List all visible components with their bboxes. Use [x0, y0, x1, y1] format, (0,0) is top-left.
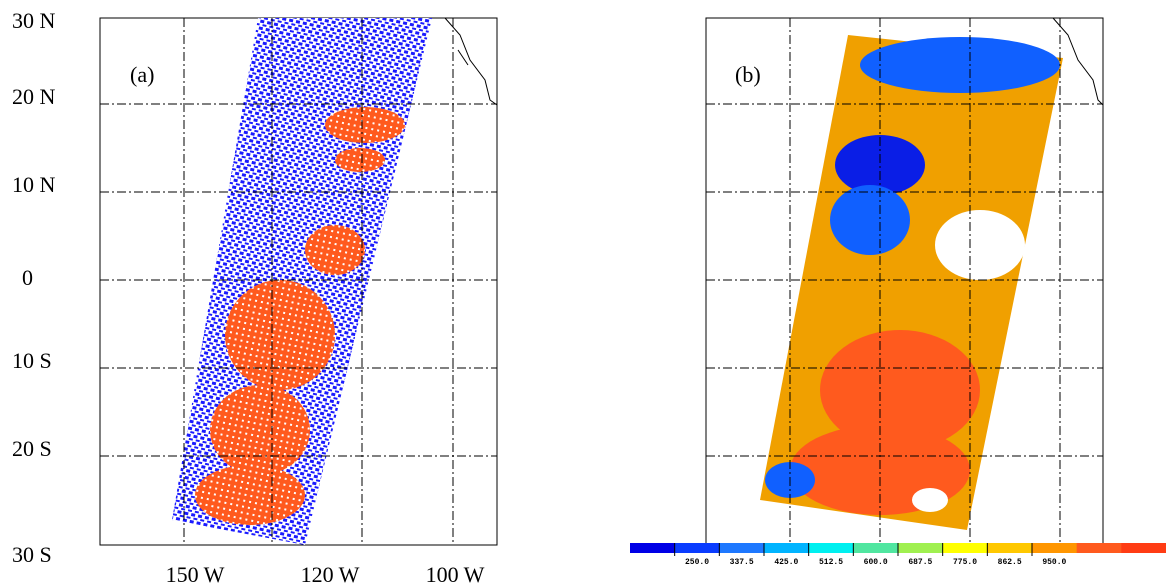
grid [706, 18, 1103, 545]
colorbar: 250.0 337.5 425.0 512.5 600.0 687.5 775.0 862.5… [630, 543, 1166, 567]
latitude-label: 30 N [12, 8, 56, 33]
longitude-label: 100 W [426, 562, 485, 586]
colorbar-segment [719, 543, 765, 553]
colorbar-label: 862.5 [998, 558, 1022, 567]
panel-b: (b) [705, 17, 1104, 546]
colorbar-label: 512.5 [819, 558, 843, 567]
coastline [1052, 17, 1104, 106]
colorbar-segment [630, 543, 676, 553]
field-regions [765, 37, 1060, 515]
longitude-label: 120 W [301, 562, 360, 586]
coastline [444, 17, 498, 106]
colorbar-segment [764, 543, 810, 553]
panel-label: (a) [130, 62, 154, 87]
colorbar-segment [942, 543, 988, 553]
panel-a: (a) [99, 17, 498, 546]
latitude-label: 30 S [12, 542, 52, 567]
colorbar-segment [1121, 543, 1166, 553]
colorbar-label: 775.0 [953, 558, 977, 567]
colorbar-segment [898, 543, 944, 553]
colorbar-label: 687.5 [908, 558, 932, 567]
colorbar-label: 950.0 [1042, 558, 1066, 567]
grid [100, 18, 497, 545]
colorbar-segment [987, 543, 1033, 553]
colorbar-segment [674, 543, 720, 553]
latitude-label: 10 S [12, 348, 52, 373]
longitude-label: 150 W [166, 562, 225, 586]
panel-label: (b) [735, 62, 761, 87]
colorbar-segment [1076, 543, 1122, 553]
colorbar-label: 425.0 [774, 558, 798, 567]
colorbar-label: 250.0 [685, 558, 709, 567]
latitude-label: 20 S [12, 436, 52, 461]
colorbar-segment [808, 543, 854, 553]
orange-regions [195, 107, 405, 525]
latitude-label: 10 N [12, 172, 56, 197]
colorbar-label: 600.0 [864, 558, 888, 567]
colorbar-label: 337.5 [730, 558, 754, 567]
colorbar-segment [853, 543, 899, 553]
latitude-label: 0 [22, 265, 33, 290]
swath [172, 18, 432, 545]
colorbar-segment [1032, 543, 1078, 553]
latitude-label: 20 N [12, 84, 56, 109]
